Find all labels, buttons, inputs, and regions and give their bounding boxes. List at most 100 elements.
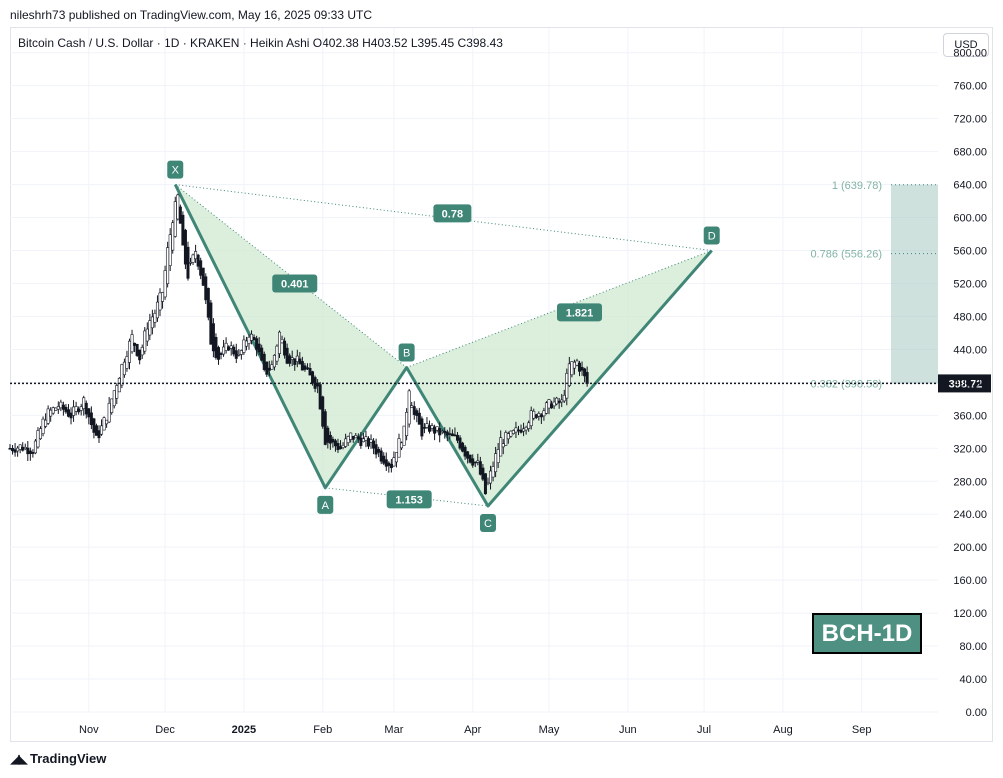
price-tick-label: 80.00 [959, 641, 987, 653]
time-tick-label: Apr [464, 724, 481, 736]
candle-body [183, 229, 187, 265]
grid-lines [10, 28, 938, 713]
candle-body [321, 396, 325, 427]
candle-body [356, 436, 360, 440]
candle-body [519, 429, 523, 433]
candle-body [402, 425, 406, 446]
candle-body [49, 409, 53, 417]
candle-body [77, 408, 81, 413]
candle-body [514, 427, 518, 433]
price-tick-label: 440.00 [953, 344, 987, 356]
candle-body [214, 336, 218, 358]
candle-body [366, 438, 370, 447]
candle-body [377, 449, 381, 453]
ratio-marker-label: 0.78 [442, 208, 463, 220]
candle-body [242, 339, 246, 353]
candle-body [445, 431, 449, 436]
candle-body [491, 466, 495, 478]
candle-body [501, 443, 505, 448]
candle-body [138, 349, 142, 361]
point-marker-label: D [708, 231, 716, 243]
candle-body [130, 334, 134, 353]
currency-button[interactable]: USD [943, 33, 989, 57]
candle-body [555, 397, 559, 405]
candle-body [339, 446, 343, 450]
candle-body [372, 440, 376, 449]
candle-body [295, 355, 299, 362]
fib-level-label: 1 (639.78) [832, 180, 882, 192]
candle-body [522, 428, 526, 432]
candle-body [237, 353, 241, 356]
candle-body [211, 323, 215, 352]
candle-body [107, 402, 111, 423]
candle-body [255, 338, 259, 350]
ratio-marker [557, 303, 603, 322]
candle-body [115, 385, 119, 399]
candle-body [333, 440, 337, 447]
candle-body [280, 338, 284, 344]
candle-body [428, 425, 432, 432]
time-tick-label: Jun [619, 724, 637, 736]
candle-body [100, 425, 104, 435]
candle-body [379, 450, 383, 462]
fib-level-label: 0.382 (398.58) [810, 379, 882, 391]
candle-body [257, 343, 261, 353]
price-tick-label: 600.00 [953, 213, 987, 225]
candle-body [13, 449, 17, 453]
point-marker [167, 160, 184, 179]
candle-body [511, 430, 515, 434]
candle-body [326, 427, 330, 443]
candle-body [252, 337, 256, 341]
candle-body [422, 427, 426, 429]
candle-body [206, 288, 210, 318]
candle-body [102, 417, 106, 431]
candle-body [407, 390, 411, 425]
candle-body [105, 419, 109, 425]
candle-body [51, 407, 55, 414]
candle-body [529, 410, 533, 427]
candle-body [455, 434, 459, 441]
candle-body [534, 414, 538, 418]
candle-body [250, 333, 254, 341]
point-marker [479, 513, 496, 532]
candle-body [94, 425, 98, 436]
candle-body [483, 473, 487, 495]
candle-body [8, 447, 12, 450]
brand[interactable]: ◢◣ TradingView [10, 751, 106, 767]
candle-body [578, 362, 582, 372]
point-marker [703, 226, 720, 245]
ratio-marker [272, 274, 318, 293]
candle-body [394, 452, 398, 463]
candle-body [140, 347, 144, 356]
candle-body [433, 426, 437, 434]
candle-body [227, 346, 231, 351]
candle-body [204, 276, 208, 301]
candle-body [194, 251, 198, 260]
candle-body [415, 410, 419, 416]
price-tick-label: 680.00 [953, 147, 987, 159]
candle-body [466, 451, 470, 459]
candle-body [532, 410, 536, 419]
candle-body [72, 406, 76, 416]
candle-body [389, 464, 393, 469]
candle-body [443, 430, 447, 433]
candle-body [84, 402, 88, 415]
candle-body [374, 444, 378, 455]
price-tick-label: 160.00 [953, 575, 987, 587]
candle-body [216, 347, 220, 360]
candle-body [440, 430, 444, 433]
price-tick-label: 640.00 [953, 180, 987, 192]
chart-frame [10, 27, 993, 742]
candle-body [260, 347, 264, 361]
time-tick-label: May [539, 724, 560, 736]
candle-body [392, 457, 396, 467]
candle-body [18, 444, 22, 450]
candle-body [539, 414, 543, 418]
candle-body [400, 442, 404, 449]
candle-body [562, 394, 566, 402]
candle-body [66, 409, 70, 417]
time-axis: Nov Dec 2025 Feb Mar Apr May Jun Jul Aug Sep [79, 724, 871, 736]
candle-body [61, 404, 65, 410]
candle-body [318, 384, 322, 410]
